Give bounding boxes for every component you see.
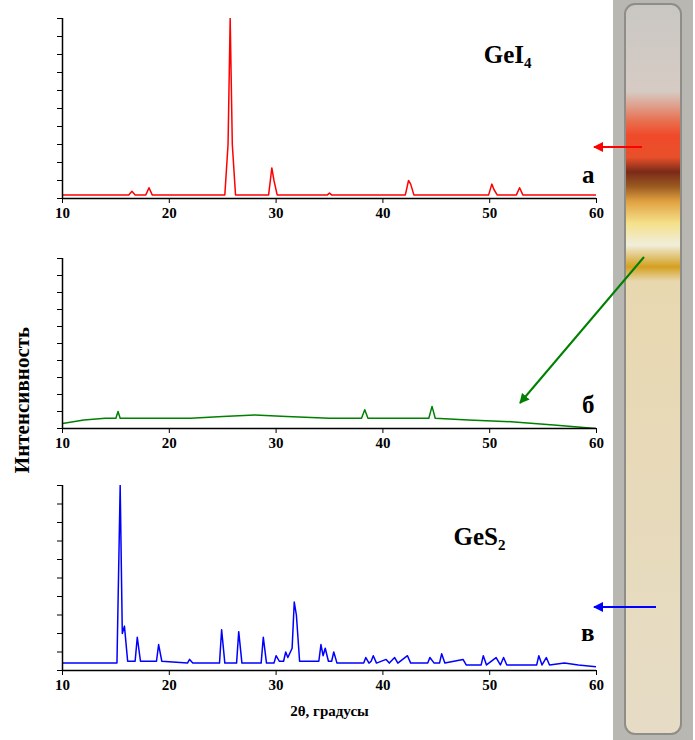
svg-text:40: 40 bbox=[375, 435, 390, 451]
svg-text:60: 60 bbox=[589, 435, 604, 451]
svg-text:20: 20 bbox=[162, 435, 177, 451]
svg-text:2θ, градусы: 2θ, градусы bbox=[290, 703, 369, 719]
svg-text:в: в bbox=[581, 619, 595, 646]
html-text:Интенсивность: Интенсивность bbox=[9, 326, 34, 474]
svg-text:40: 40 bbox=[375, 677, 390, 693]
svg-text:10: 10 bbox=[55, 205, 70, 221]
svg-text:20: 20 bbox=[162, 677, 177, 693]
svg-text:GeS₂: GeS₂ bbox=[454, 523, 506, 550]
svg-text:б: б bbox=[582, 391, 595, 418]
svg-text:50: 50 bbox=[482, 435, 497, 451]
svg-text:20: 20 bbox=[162, 205, 177, 221]
svg-text:GeI₄: GeI₄ bbox=[484, 41, 532, 68]
svg-text:30: 30 bbox=[269, 677, 284, 693]
svg-text:30: 30 bbox=[269, 205, 284, 221]
svg-text:60: 60 bbox=[589, 205, 604, 221]
svg-text:60: 60 bbox=[589, 677, 604, 693]
svg-text:30: 30 bbox=[269, 435, 284, 451]
svg-text:50: 50 bbox=[482, 677, 497, 693]
svg-text:50: 50 bbox=[482, 205, 497, 221]
svg-text:40: 40 bbox=[375, 205, 390, 221]
svg-text:10: 10 bbox=[55, 677, 70, 693]
svg-text:10: 10 bbox=[55, 435, 70, 451]
svg-text:а: а bbox=[582, 161, 595, 188]
